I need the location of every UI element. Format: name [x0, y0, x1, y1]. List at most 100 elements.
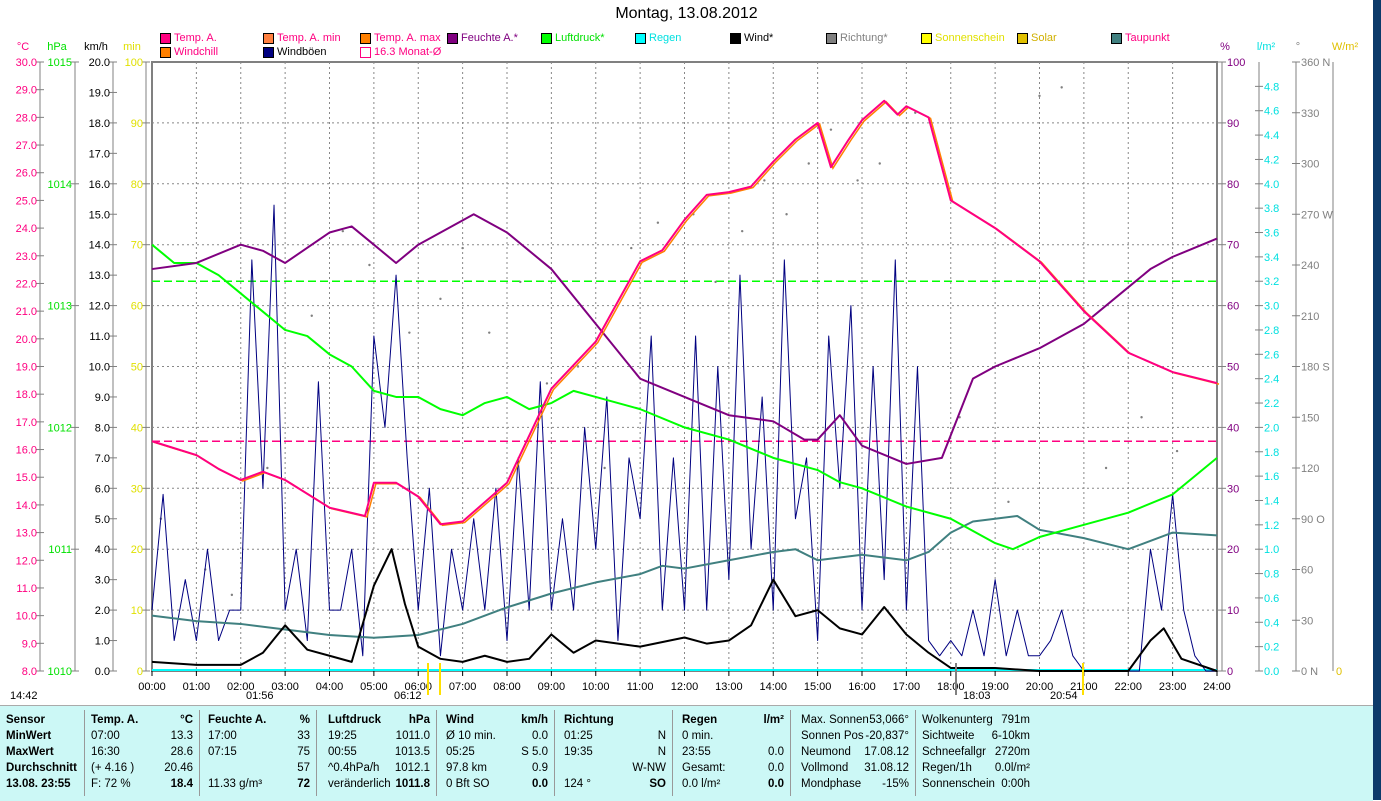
- table-row: Mondphase -15%: [801, 778, 909, 790]
- direction-point: [714, 280, 717, 284]
- axis-tick-label-humidity: 40: [1227, 422, 1239, 434]
- series-line-luftdruck-: [151, 243, 1218, 551]
- axis-tick-label-humidity: 30: [1227, 483, 1239, 495]
- axis-tick-label-rain: 1.4: [1264, 495, 1279, 507]
- axis-tick-label-wind: 13.0: [89, 270, 110, 282]
- axis-tick-label-direction: 90 O: [1301, 514, 1325, 526]
- cell-label: Richtung: [564, 714, 614, 726]
- table-col-misc: Wolkenunterg 791m Sichtweite 6-10km Schneefa…: [916, 710, 1036, 796]
- cell-label: 19:35: [564, 746, 593, 758]
- desktop-background: [1373, 0, 1381, 800]
- cell-value: °C: [180, 714, 193, 726]
- x-tick-label: 11:00: [627, 681, 654, 693]
- cell-value: N: [657, 730, 666, 742]
- cell-value: W-NW: [632, 762, 666, 774]
- cell-label: Neumond: [801, 746, 851, 758]
- table-row: 01:25 N: [564, 730, 666, 742]
- cell-label: 16:30: [91, 746, 120, 758]
- axis-tick-label-wind: 1.0: [95, 636, 110, 648]
- legend-label: 16.3 Monat-Ø: [374, 46, 442, 58]
- table-row: 07:15 75: [208, 746, 310, 758]
- direction-point: [230, 593, 234, 597]
- axis-tick-label-rain: 4.6: [1264, 106, 1279, 118]
- legend-swatch: [160, 46, 171, 58]
- x-tick-label: 19:00: [981, 681, 1009, 693]
- axis-tick-label-direction: 360 N: [1301, 57, 1330, 69]
- cell-label: veränderlich: [328, 778, 391, 790]
- axis-tick-label-pressure: 1013: [48, 301, 72, 313]
- table-row: Gesamt: 0.0: [682, 762, 784, 774]
- axis-tick-label-rain: 3.6: [1264, 228, 1279, 240]
- direction-point: [439, 297, 442, 301]
- axis-tick-label-rain: 4.8: [1264, 81, 1279, 93]
- legend-item: Taupunkt: [1111, 32, 1170, 44]
- table-row: MaxWert: [6, 746, 78, 758]
- legend-label: Wind*: [744, 32, 774, 44]
- axis-tick-label-direction: 120: [1301, 463, 1319, 475]
- cell-value: 17.08.12: [864, 746, 909, 758]
- axis-tick-label-temp: 20.0: [16, 334, 37, 346]
- table-row: Max. Sonnen 53,066°: [801, 714, 909, 726]
- cell-label: 124 °: [564, 778, 591, 790]
- axis-tick-label-temp: 13.0: [16, 528, 37, 540]
- axis-tick-label-rain: 3.2: [1264, 276, 1279, 288]
- legend-item: Temp. A. min: [263, 32, 341, 44]
- legend-label: Windböen: [277, 46, 327, 58]
- table-row: Schneefallgr 2720m: [922, 746, 1030, 758]
- cell-label: MaxWert: [6, 746, 54, 758]
- direction-point: [829, 128, 833, 131]
- axis-tick-label-sun: 10: [131, 605, 143, 617]
- axis-tick-label-wind: 20.0: [89, 57, 110, 69]
- legend-item: Feuchte A.*: [447, 32, 518, 44]
- axis-tick-label-rain: 0.8: [1264, 569, 1279, 581]
- axis-tick-label-wind: 2.0: [95, 605, 110, 617]
- table-row: Vollmond 31.08.12: [801, 762, 909, 774]
- axis-tick-label-direction: 180 S: [1301, 362, 1330, 374]
- cell-value: 791m: [1001, 714, 1030, 726]
- table-row: 05:25 S 5.0: [446, 746, 548, 758]
- axis-tick-label-sun: 0: [137, 666, 143, 678]
- direction-point: [1140, 416, 1143, 419]
- cell-value: hPa: [408, 714, 430, 726]
- x-tick-label: 14:00: [759, 681, 787, 693]
- legend-item: Sonnenschein: [921, 32, 1005, 44]
- direction-point: [914, 111, 917, 114]
- table-row: Sichtweite 6-10km: [922, 730, 1030, 742]
- axis-tick-label-temp: 19.0: [16, 362, 37, 374]
- direction-point: [807, 162, 810, 165]
- table-row: 17:00 33: [208, 730, 310, 742]
- table-row: veränderlich 1011.8: [328, 778, 430, 790]
- legend-swatch: [635, 32, 646, 44]
- axis-tick-label-pressure: 1014: [48, 179, 72, 191]
- table-col-hum: Feuchte A.% 17:00 33 07:15 75 57 11.33 g/m³ 72: [202, 710, 317, 796]
- axis-tick-label-humidity: 100: [1227, 57, 1245, 69]
- legend-swatch: [826, 32, 837, 44]
- cell-label: Max. Sonnen: [801, 714, 869, 726]
- axis-tick-label-rain: 0.2: [1264, 642, 1279, 654]
- legend-item: Temp. A. max: [360, 32, 441, 44]
- legend-item: Luftdruck*: [541, 32, 605, 44]
- axis-tick-label-rain: 3.0: [1264, 301, 1279, 313]
- axis-tick-label-rain: 3.4: [1264, 252, 1279, 264]
- table-row: 97.8 km 0.9: [446, 762, 548, 774]
- table-row: Neumond 17.08.12: [801, 746, 909, 758]
- legend-swatch: [1017, 32, 1028, 44]
- cell-value: 0.0l/m²: [994, 762, 1030, 774]
- legend-swatch: [1111, 32, 1122, 44]
- table-row: 19:25 1011.0: [328, 730, 430, 742]
- cell-label: 07:00: [91, 730, 120, 742]
- legend-swatch: [160, 32, 171, 44]
- series-line-temp-a-: [151, 99, 1218, 526]
- axis-tick-label-humidity: 50: [1227, 362, 1239, 374]
- axis-tick-label-sun: 40: [131, 422, 143, 434]
- legend-label: Richtung*: [840, 32, 888, 44]
- cell-value: 0.0: [768, 778, 784, 790]
- axis-tick-label-solar: 0: [1336, 666, 1342, 678]
- x-tick-label: 24:00: [1203, 681, 1231, 693]
- cell-value: -20,837°: [865, 730, 909, 742]
- axis-tick-label-direction: 0 N: [1301, 666, 1318, 678]
- legend-swatch: [263, 46, 274, 58]
- x-tick-label: 18:00: [937, 681, 965, 693]
- axis-unit-pressure: hPa: [47, 41, 67, 53]
- axis-tick-label-temp: 27.0: [16, 140, 37, 152]
